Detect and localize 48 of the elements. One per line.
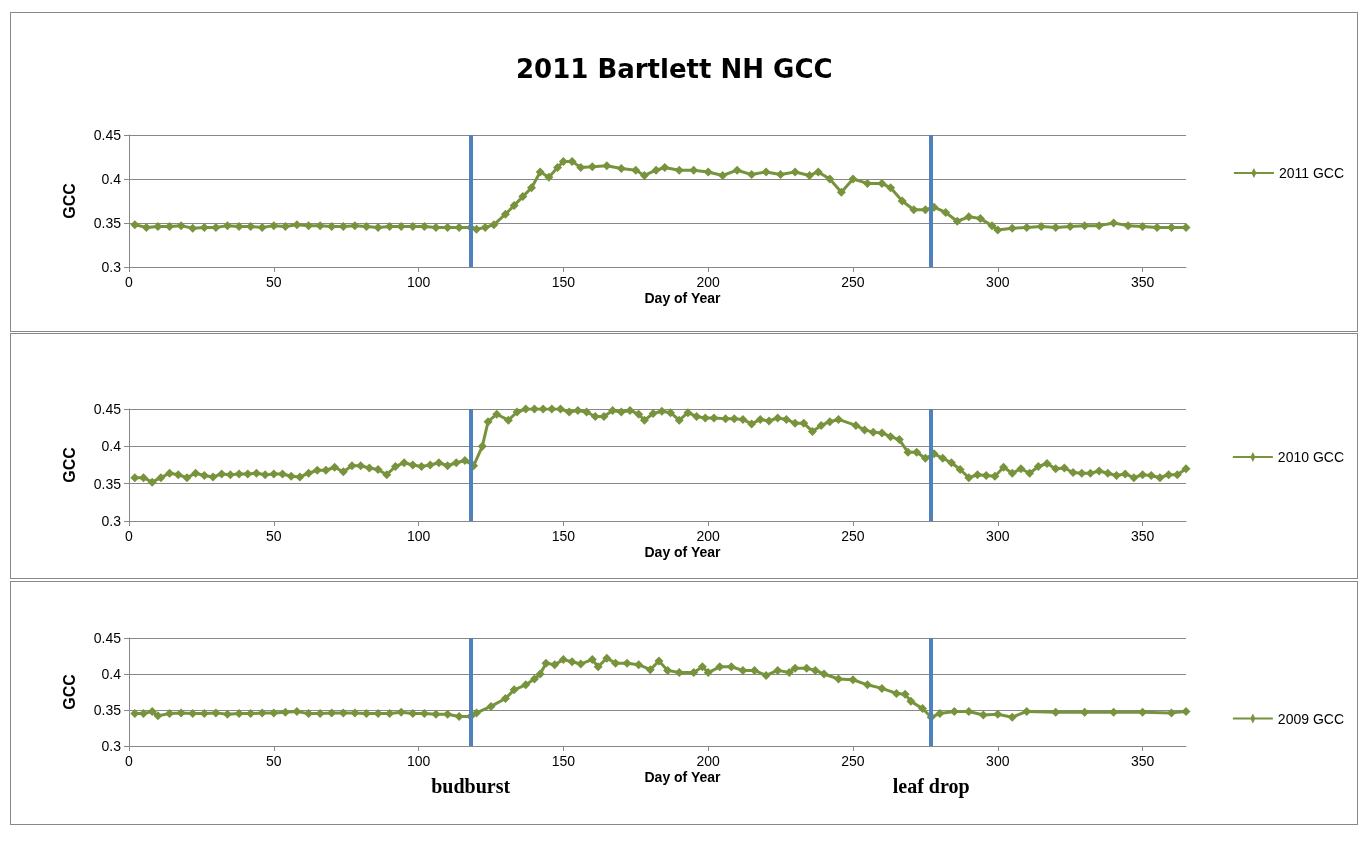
x-tick-label: 150 bbox=[551, 753, 576, 769]
x-tick-label: 150 bbox=[551, 528, 576, 544]
y-tick-label: 0.35 bbox=[93, 702, 122, 718]
y-tick-label: 0.4 bbox=[101, 438, 122, 455]
x-axis-title: Day of Year bbox=[644, 544, 722, 560]
x-tick-label: 350 bbox=[1130, 274, 1155, 290]
x-tick-label: 0 bbox=[125, 274, 134, 290]
x-tick-label: 300 bbox=[986, 274, 1010, 290]
x-axis-title: Day of Year bbox=[644, 769, 722, 785]
legend-label: 2011 GCC bbox=[1278, 165, 1344, 181]
y-tick-label: 0.4 bbox=[101, 666, 122, 682]
legend-label: 2009 GCC bbox=[1277, 710, 1345, 727]
x-tick-label: 300 bbox=[986, 528, 1010, 544]
x-tick-label: 50 bbox=[266, 528, 282, 544]
y-axis-title: GCC bbox=[60, 446, 78, 483]
x-tick-label: 100 bbox=[406, 528, 431, 544]
y-axis-title: GCC bbox=[60, 182, 78, 219]
x-tick-label: 200 bbox=[696, 753, 721, 769]
y-tick-label: 0.35 bbox=[93, 475, 122, 492]
y-axis-title: GCC bbox=[60, 673, 78, 710]
y-tick-label: 0.35 bbox=[93, 215, 122, 231]
y-tick-label: 0.45 bbox=[93, 127, 122, 143]
x-tick-label: 100 bbox=[406, 274, 431, 290]
y-tick-label: 0.45 bbox=[93, 630, 122, 646]
x-tick-label: 300 bbox=[986, 753, 1010, 769]
x-tick-label: 50 bbox=[266, 753, 282, 769]
x-tick-label: 350 bbox=[1130, 753, 1155, 769]
x-tick-label: 350 bbox=[1130, 528, 1155, 544]
y-tick-label: 0.3 bbox=[101, 259, 122, 275]
legend-label: 2010 GCC bbox=[1277, 449, 1345, 465]
x-tick-label: 150 bbox=[551, 274, 576, 290]
x-axis-title: Day of Year bbox=[644, 290, 722, 306]
x-tick-label: 50 bbox=[266, 274, 282, 290]
x-tick-label: 0 bbox=[125, 753, 134, 769]
ref-line-label: budburst bbox=[431, 775, 511, 797]
x-tick-label: 200 bbox=[696, 274, 721, 290]
y-tick-label: 0.4 bbox=[101, 171, 122, 187]
chart-title: 2011 Bartlett NH GCC bbox=[516, 54, 833, 84]
x-tick-label: 250 bbox=[841, 528, 865, 544]
x-tick-label: 100 bbox=[406, 753, 431, 769]
x-tick-label: 250 bbox=[841, 753, 865, 769]
y-tick-label: 0.45 bbox=[93, 401, 122, 417]
x-tick-label: 0 bbox=[125, 528, 134, 544]
ref-line-label: leaf drop bbox=[892, 775, 970, 798]
y-tick-label: 0.3 bbox=[101, 513, 122, 529]
y-tick-label: 0.3 bbox=[101, 738, 122, 754]
x-tick-label: 200 bbox=[696, 528, 721, 544]
x-tick-label: 250 bbox=[841, 274, 865, 290]
